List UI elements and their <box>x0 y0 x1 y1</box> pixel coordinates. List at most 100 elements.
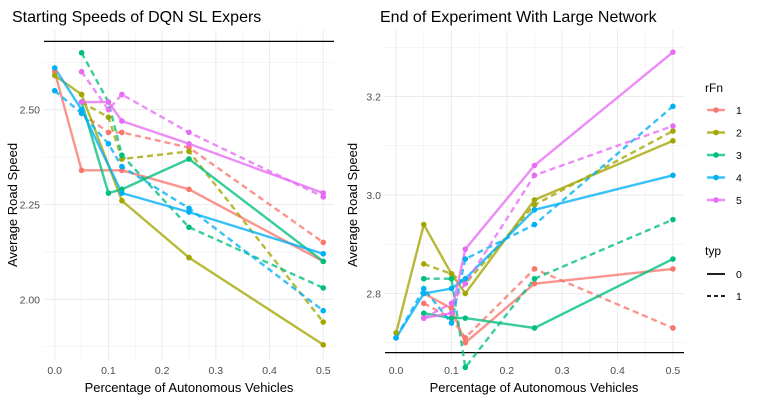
data-point-rfn2-typ0 <box>186 254 192 261</box>
legend-key-point <box>713 174 719 181</box>
data-point-rfn4-typ0 <box>420 290 427 297</box>
legend-key-point <box>713 129 719 136</box>
data-point-rfn1-typ0 <box>462 339 469 346</box>
data-point-rfn5-typ0 <box>462 246 469 252</box>
series-line-rfn4-typ1 <box>395 105 674 339</box>
x-tick-label: 0.2 <box>155 365 170 377</box>
data-point-rfn5-typ1 <box>462 280 469 287</box>
legend-key-point <box>713 152 719 158</box>
legend-item-rfn-2: 2 <box>707 128 742 140</box>
data-point-rfn3-typ0 <box>420 310 427 317</box>
x-tick-labels: 0.0 0.1 0.2 0.3 0.4 0.5 <box>47 365 330 377</box>
data-point-rfn2-typ0 <box>670 138 676 144</box>
y-tick-label: 3.2 <box>366 91 381 103</box>
data-point-rfn1-typ1 <box>119 129 125 136</box>
data-point-rfn3-typ0 <box>105 190 112 196</box>
data-point-rfn3-typ0 <box>186 156 192 162</box>
data-point-rfn3-typ1 <box>320 285 327 291</box>
data-point-rfn4-typ1 <box>105 140 112 147</box>
legend-label: 1 <box>736 105 742 117</box>
data-points <box>51 49 327 348</box>
x-tick-labels: 0.0 0.1 0.2 0.3 0.4 0.5 <box>389 365 681 377</box>
x-axis-label: Percentage of Autonomous Vehicles <box>85 380 294 395</box>
legend-rfn-items: 1 2 3 4 5 <box>707 105 742 207</box>
data-point-rfn2-typ0 <box>462 290 469 297</box>
chart-title: Starting Speeds of DQN SL Expers <box>12 9 261 26</box>
series-line-rfn5-typ1 <box>80 71 324 198</box>
data-point-rfn3-typ1 <box>119 152 125 158</box>
data-point-rfn4-typ1 <box>119 163 125 170</box>
data-point-rfn5-typ1 <box>119 91 125 98</box>
y-tick-label: 3.0 <box>366 190 381 202</box>
data-point-rfn5-typ0 <box>78 99 85 105</box>
data-point-rfn2-typ0 <box>393 330 399 336</box>
data-point-rfn5-typ1 <box>448 300 455 307</box>
legend-item-rfn-5: 5 <box>707 195 742 207</box>
data-point-rfn5-typ1 <box>78 68 85 75</box>
data-point-rfn3-typ0 <box>670 256 676 262</box>
data-point-rfn4-typ0 <box>670 172 676 179</box>
legend-item-typ-1: 1 <box>707 291 742 303</box>
data-point-rfn5-typ1 <box>186 129 192 136</box>
panel-starting-speeds: Starting Speeds of DQN SL Expers Average… <box>5 9 334 395</box>
data-point-rfn5-typ0 <box>105 99 112 105</box>
legend-label: 2 <box>736 128 742 140</box>
data-point-rfn4-typ1 <box>320 307 327 314</box>
data-point-rfn5-typ0 <box>531 162 538 169</box>
x-tick-label: 0.3 <box>555 365 570 377</box>
data-point-rfn3-typ1 <box>186 224 192 231</box>
legend-label: 4 <box>736 173 742 185</box>
data-point-rfn4-typ1 <box>393 335 399 341</box>
legend-item-rfn-1: 1 <box>707 105 742 117</box>
data-point-rfn5-typ1 <box>105 106 112 113</box>
data-point-rfn5-typ1 <box>531 172 538 179</box>
data-point-rfn1-typ1 <box>462 335 469 341</box>
x-tick-label: 0.0 <box>47 365 62 377</box>
y-tick-label: 2.25 <box>20 199 41 211</box>
legend-title-rfn: rFn <box>705 81 723 95</box>
data-point-rfn4-typ0 <box>462 275 469 282</box>
data-point-rfn3-typ0 <box>531 325 538 331</box>
data-point-rfn5-typ0 <box>670 49 676 55</box>
legend-typ-items: 01 <box>707 269 742 303</box>
data-point-rfn5-typ0 <box>186 140 192 147</box>
data-point-rfn4-typ0 <box>320 250 327 257</box>
data-point-rfn4-typ1 <box>51 87 58 94</box>
data-point-rfn2-typ0 <box>420 221 427 228</box>
data-point-rfn4-typ0 <box>51 65 58 71</box>
legend-title-typ: typ <box>705 244 721 258</box>
legend-label: 0 <box>736 269 742 281</box>
data-point-rfn1-typ1 <box>420 300 427 307</box>
data-point-rfn3-typ1 <box>448 275 455 282</box>
data-point-rfn4-typ1 <box>462 256 469 262</box>
data-point-rfn1-typ0 <box>186 186 192 193</box>
data-point-rfn4-typ0 <box>119 190 125 196</box>
legend-label: 5 <box>736 195 742 207</box>
y-tick-label: 2.00 <box>20 294 41 306</box>
data-point-rfn1-typ1 <box>531 266 538 272</box>
data-point-rfn1-typ1 <box>105 129 112 136</box>
data-point-rfn1-typ0 <box>670 266 676 272</box>
x-tick-label: 0.1 <box>444 365 459 377</box>
y-tick-label: 2.50 <box>20 105 41 117</box>
data-point-rfn4-typ0 <box>448 285 455 292</box>
y-axis-label: Average Road Speed <box>345 143 360 267</box>
data-point-rfn4-typ1 <box>78 110 85 117</box>
data-point-rfn5-typ0 <box>448 310 455 317</box>
data-point-rfn1-typ0 <box>78 167 85 174</box>
x-tick-label: 0.1 <box>101 365 116 377</box>
x-tick-label: 0.5 <box>316 365 331 377</box>
data-point-rfn4-typ1 <box>448 320 455 326</box>
data-point-rfn4-typ1 <box>186 205 192 212</box>
data-point-rfn1-typ0 <box>448 305 455 312</box>
data-point-rfn2-typ1 <box>670 128 676 134</box>
y-axis-label: Average Road Speed <box>5 143 20 267</box>
data-point-rfn3-typ1 <box>78 49 85 56</box>
x-tick-label: 0.2 <box>500 365 515 377</box>
legend-label: 1 <box>736 291 742 303</box>
data-point-rfn4-typ1 <box>670 103 676 110</box>
data-point-rfn1-typ0 <box>531 280 538 287</box>
y-tick-label: 2.8 <box>366 289 381 301</box>
